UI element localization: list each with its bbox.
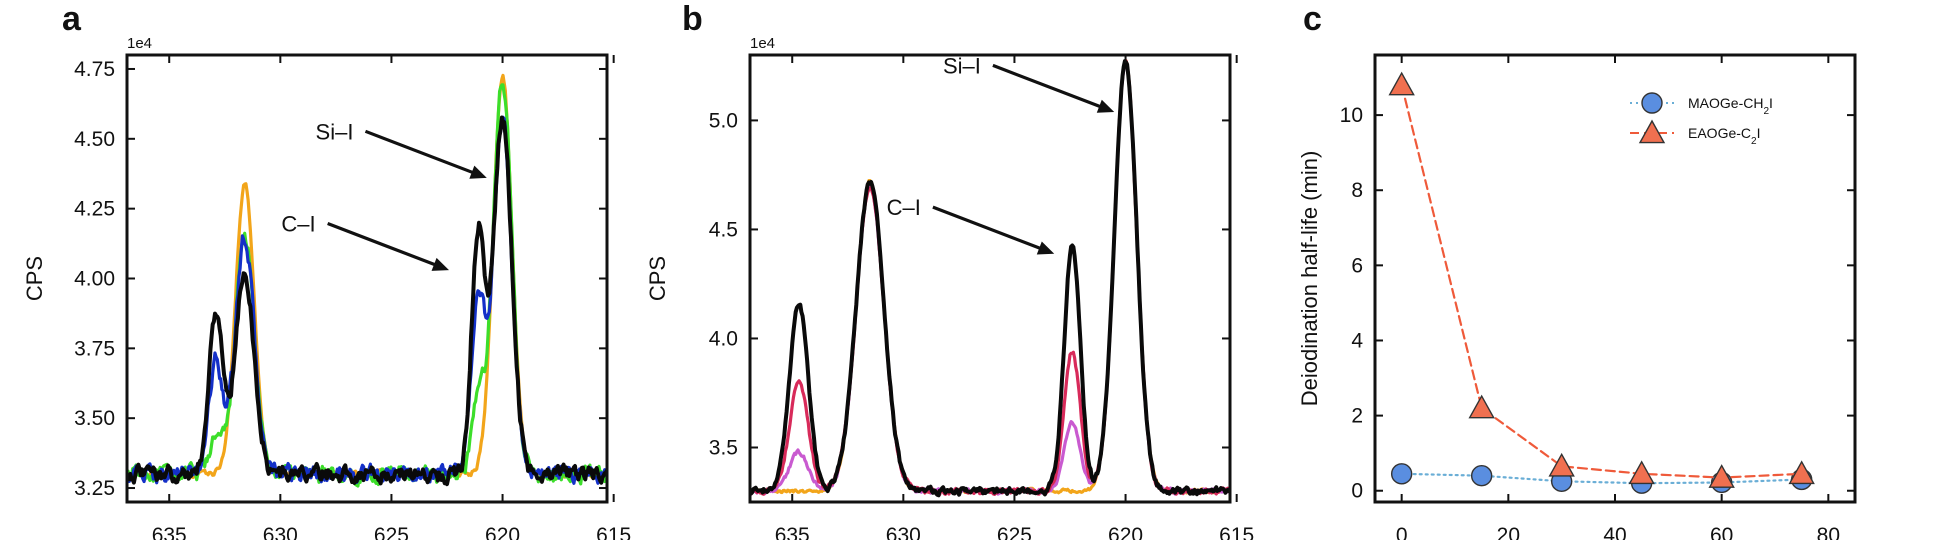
annotation-arrow <box>327 222 441 268</box>
y-tick-label: 3.5 <box>709 436 738 459</box>
y-axis-label: CPS <box>22 256 47 301</box>
y-tick-label: 4.00 <box>74 268 115 291</box>
x-tick-label: 40 <box>1603 524 1626 540</box>
series-line-3 <box>127 115 607 485</box>
x-tick-label: 60 <box>1710 524 1733 540</box>
series-group <box>127 73 607 488</box>
series-2 <box>1388 71 1815 488</box>
legend: MAOGe-CH2I EAOGe-C2I <box>1630 92 1773 147</box>
panel-b-plot: 3.5 4.0 4.5 5.0 635 630 625 620 615 1e4 CPS Si–I C–I <box>645 35 1254 540</box>
y-tick-label: 2 <box>1351 405 1363 428</box>
panel-c: c 0 2 4 6 8 10 0 20 40 60 80 Deiodination half-life… <box>1297 0 1857 540</box>
x-tick-label: 80 <box>1817 524 1840 540</box>
x-tick-label: 625 <box>374 524 409 540</box>
panel-a-letter: a <box>62 0 82 38</box>
data-point <box>1788 460 1815 485</box>
y-multiplier: 1e4 <box>127 35 152 52</box>
series-line-2 <box>750 61 1230 496</box>
panel-a: a 3.25 3.50 3.75 4.00 4.25 4.50 4.75 635 630 625 6… <box>22 0 631 540</box>
y-tick-label: 4 <box>1351 329 1363 352</box>
data-point <box>1390 463 1413 485</box>
panel-c-letter: c <box>1303 0 1322 38</box>
data-point <box>1468 394 1495 419</box>
annotation-arrowhead <box>1036 241 1055 255</box>
y-tick-label: 0 <box>1351 480 1363 503</box>
panel-c-plot: 0 2 4 6 8 10 0 20 40 60 80 Deiodination half-life (… <box>1297 53 1857 540</box>
x-tick-label: 620 <box>485 524 520 540</box>
data-point <box>1548 452 1575 477</box>
series-group <box>750 59 1230 498</box>
x-tick-label: 615 <box>596 524 631 540</box>
x-tick-label: 635 <box>152 524 187 540</box>
annotation-label: C–I <box>281 212 315 237</box>
legend-marker <box>1638 119 1666 144</box>
y-tick-label: 3.75 <box>74 337 115 360</box>
y-axis-label: Deiodination half-life (min) <box>1297 151 1322 407</box>
x-tick-label: 615 <box>1219 524 1254 540</box>
data-point <box>1388 71 1415 96</box>
annotation-arrow <box>364 129 479 176</box>
y-tick-label: 3.50 <box>74 407 115 430</box>
legend-label: EAOGe-C2I <box>1688 125 1760 147</box>
series-line-4 <box>127 115 607 487</box>
annotation-label: Si–I <box>316 119 354 144</box>
series-line-4 <box>750 59 1230 498</box>
series-line-1 <box>127 73 607 480</box>
panel-a-plot: 3.25 3.50 3.75 4.00 4.25 4.50 4.75 635 630 625 620… <box>22 35 631 540</box>
y-tick-label: 4.75 <box>74 58 115 81</box>
y-tick-label: 3.25 <box>74 477 115 500</box>
plot-frame <box>748 53 1232 504</box>
panel-b: b 3.5 4.0 4.5 5.0 635 630 625 620 615 1e4 CPS Si–I C… <box>645 0 1254 540</box>
x-tick-label: 635 <box>775 524 810 540</box>
annotation-arrow <box>992 63 1106 110</box>
y-tick-label: 8 <box>1351 179 1363 202</box>
x-tick-label: 625 <box>997 524 1032 540</box>
x-tick-label: 20 <box>1497 524 1520 540</box>
y-multiplier: 1e4 <box>750 35 775 52</box>
annotation-arrowhead <box>469 165 487 179</box>
y-tick-label: 6 <box>1351 254 1363 277</box>
annotation-arrowhead <box>431 257 450 271</box>
series-1 <box>1390 463 1813 494</box>
legend-marker <box>1641 92 1663 114</box>
data-point <box>1708 464 1735 488</box>
panel-b-letter: b <box>682 0 703 38</box>
annotation-label: Si–I <box>943 53 981 78</box>
y-axis-label: CPS <box>645 256 670 301</box>
series-line-3 <box>750 59 1230 497</box>
plot-frame <box>1373 53 1857 504</box>
y-tick-label: 5.0 <box>709 109 738 132</box>
plot-frame <box>125 53 609 504</box>
annotation-label: C–I <box>887 195 921 220</box>
y-tick-label: 4.25 <box>74 198 115 221</box>
annotation-arrowhead <box>1096 99 1115 113</box>
x-tick-label: 630 <box>263 524 298 540</box>
y-tick-label: 4.5 <box>709 218 738 241</box>
y-tick-label: 10 <box>1340 104 1363 127</box>
data-point <box>1628 460 1655 485</box>
series-line-2 <box>127 83 607 488</box>
x-tick-label: 0 <box>1396 524 1408 540</box>
x-tick-label: 630 <box>886 524 921 540</box>
legend-label: MAOGe-CH2I <box>1688 95 1773 117</box>
y-tick-label: 4.0 <box>709 327 738 350</box>
x-tick-label: 620 <box>1108 524 1143 540</box>
series-line-1 <box>750 59 1230 495</box>
data-point <box>1470 465 1493 487</box>
y-tick-label: 4.50 <box>74 128 115 151</box>
series-line <box>1400 83 1803 479</box>
series-line <box>1400 472 1803 485</box>
annotation-arrow <box>932 205 1046 252</box>
